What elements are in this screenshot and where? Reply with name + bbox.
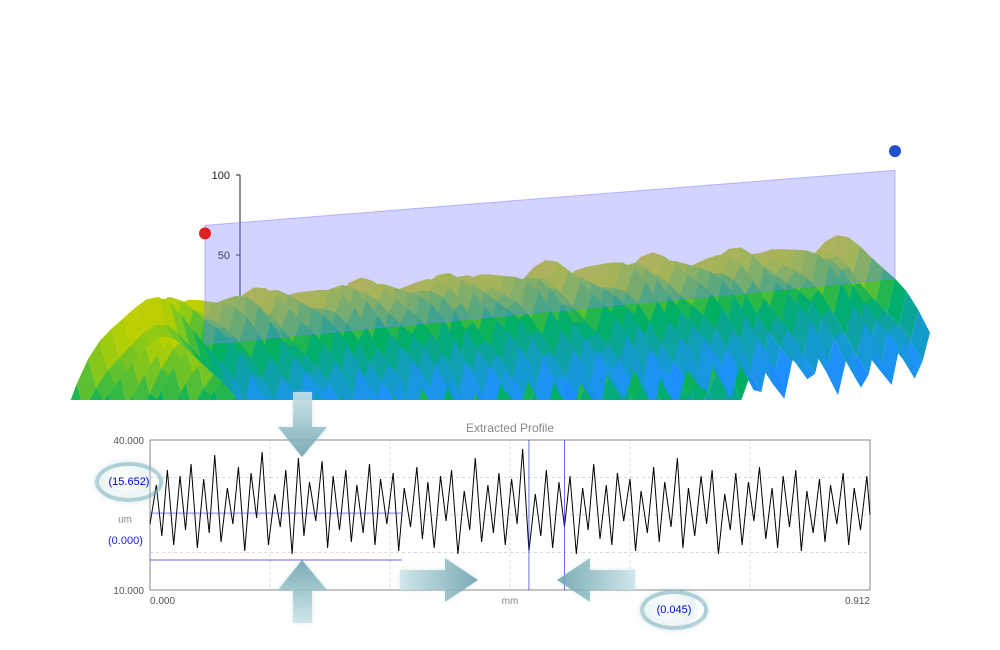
svg-text:10.000: 10.000 (113, 586, 144, 597)
baseline-value: (0.000) (108, 535, 143, 547)
svg-text:100: 100 (212, 170, 230, 182)
svg-text:40.000: 40.000 (113, 436, 144, 447)
period-value: (0.045) (657, 604, 692, 616)
peak-height-callout: (15.652) (95, 462, 163, 502)
svg-text:Extracted Profile: Extracted Profile (466, 421, 554, 435)
period-callout: (0.045) (640, 590, 708, 630)
svg-text:0.000: 0.000 (150, 596, 175, 607)
svg-text:um: um (118, 515, 132, 526)
peak-height-value: (15.652) (109, 476, 150, 488)
arrow-down-icon (275, 392, 330, 462)
surface-3d-plot: -100-50050100Z(um)00.10.20.30.40.50.60.7… (0, 0, 1000, 400)
arrow-right-icon (400, 555, 480, 605)
figure-root: -100-50050100Z(um)00.10.20.30.40.50.60.7… (0, 0, 1000, 650)
arrow-up-icon (275, 555, 330, 625)
arrow-left-icon (555, 555, 635, 605)
profile-chart: Extracted Profile 10.000 40.000 um 0.000 0.91… (0, 400, 1000, 650)
svg-text:mm: mm (502, 596, 519, 607)
svg-text:0.912: 0.912 (845, 596, 870, 607)
